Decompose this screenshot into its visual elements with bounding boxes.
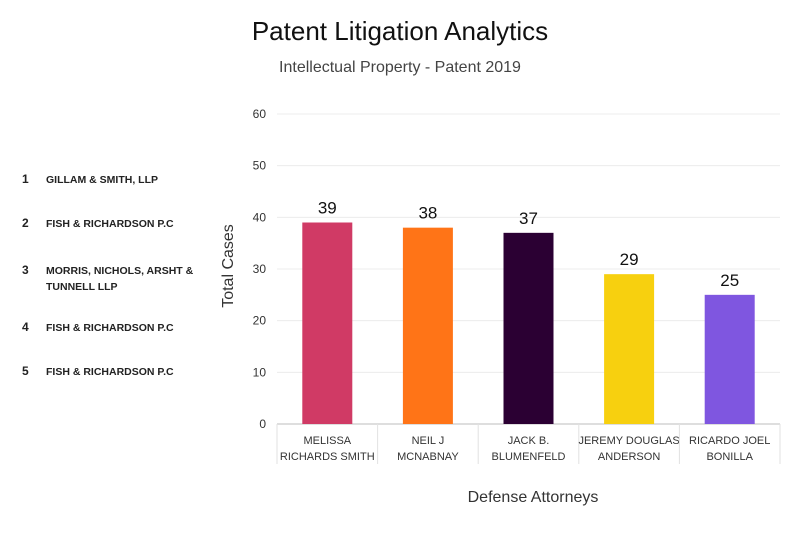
y-axis-ticks: 0 10 20 30 40 50 60 — [253, 107, 267, 431]
x-category-label: RICARDO JOEL BONILLA — [689, 435, 770, 463]
bar-value-label: 38 — [418, 204, 437, 223]
x-category-label-line: MELISSA — [303, 435, 351, 447]
chart-title: Patent Litigation Analytics — [251, 16, 549, 46]
x-category-label-line: RICARDO JOEL — [689, 435, 770, 447]
bar — [402, 227, 453, 424]
bar-value-labels: 39 38 37 29 25 — [318, 199, 739, 290]
x-category-label-line: BLUMENFELD — [492, 451, 566, 463]
x-category-label: JEREMY DOUGLAS ANDERSON — [578, 435, 679, 463]
x-category-label-line: BONILLA — [706, 451, 753, 463]
firm-rank: 2 — [22, 216, 29, 230]
y-axis-title: Total Cases — [220, 224, 237, 308]
bar — [503, 232, 554, 424]
firm-rank: 5 — [22, 364, 29, 378]
bar-value-label: 25 — [720, 271, 739, 290]
y-tick-label: 40 — [253, 210, 267, 224]
firm-name: GILLAM & SMITH, LLP — [46, 174, 158, 186]
x-category-label: NEIL J MCNABNAY — [397, 435, 459, 463]
x-category-label-line: JACK B. — [508, 435, 550, 447]
bar — [604, 274, 655, 424]
bar-value-label: 39 — [318, 199, 337, 218]
x-category-label-line: RICHARDS SMITH — [280, 451, 375, 463]
bar-value-label: 29 — [620, 250, 639, 269]
chart-subtitle: Intellectual Property - Patent 2019 — [279, 59, 521, 76]
bar — [302, 222, 353, 424]
firm-name: FISH & RICHARDSON P.C — [46, 366, 174, 378]
firm-name: FISH & RICHARDSON P.C — [46, 218, 174, 230]
y-tick-label: 30 — [253, 262, 267, 276]
x-category-label-line: NEIL J — [412, 435, 445, 447]
firm-name: MORRIS, NICHOLS, ARSHT & TUNNELL LLP — [46, 265, 194, 293]
y-tick-label: 0 — [259, 417, 266, 431]
bar — [704, 294, 755, 424]
firm-rank: 1 — [22, 172, 29, 186]
y-tick-label: 60 — [253, 107, 267, 121]
x-category-label-line: MCNABNAY — [397, 451, 459, 463]
x-axis-categories: MELISSA RICHARDS SMITH NEIL J MCNABNAY JACK … — [276, 424, 781, 464]
firm-name: FISH & RICHARDSON P.C — [46, 322, 174, 334]
y-tick-label: 10 — [253, 365, 267, 379]
y-tick-label: 50 — [253, 159, 267, 173]
gridlines — [277, 113, 780, 425]
bar-value-label: 37 — [519, 209, 538, 228]
x-category-label-line: JEREMY DOUGLAS — [578, 435, 679, 447]
x-category-label-line: ANDERSON — [598, 451, 660, 463]
bars — [302, 222, 755, 424]
x-category-label: JACK B. BLUMENFELD — [492, 435, 566, 463]
x-axis-title: Defense Attorneys — [468, 489, 599, 506]
firm-rank: 3 — [22, 263, 29, 277]
y-tick-label: 20 — [253, 314, 267, 328]
firm-rank: 4 — [22, 320, 29, 334]
x-category-label: MELISSA RICHARDS SMITH — [280, 435, 375, 463]
